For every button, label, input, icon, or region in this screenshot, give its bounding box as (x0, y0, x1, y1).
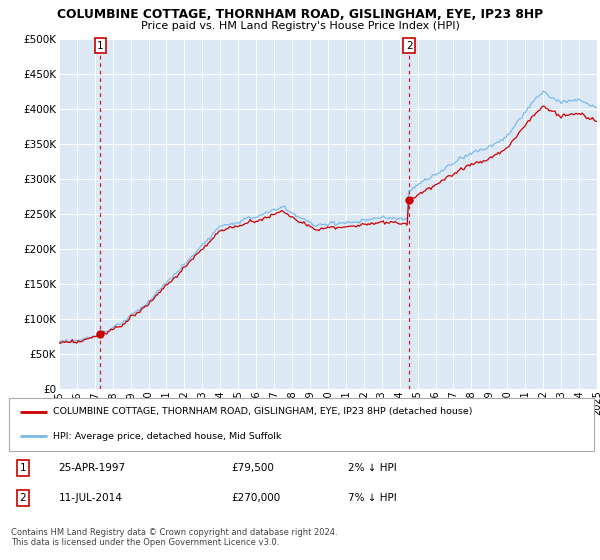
Text: 7% ↓ HPI: 7% ↓ HPI (348, 493, 397, 503)
Text: 11-JUL-2014: 11-JUL-2014 (59, 493, 122, 503)
Text: Price paid vs. HM Land Registry's House Price Index (HPI): Price paid vs. HM Land Registry's House … (140, 21, 460, 31)
Text: 1: 1 (97, 41, 104, 50)
Text: 2% ↓ HPI: 2% ↓ HPI (348, 463, 397, 473)
Text: COLUMBINE COTTAGE, THORNHAM ROAD, GISLINGHAM, EYE, IP23 8HP (detached house): COLUMBINE COTTAGE, THORNHAM ROAD, GISLIN… (53, 408, 472, 417)
Text: 1: 1 (20, 463, 26, 473)
Text: £270,000: £270,000 (232, 493, 281, 503)
Text: HPI: Average price, detached house, Mid Suffolk: HPI: Average price, detached house, Mid … (53, 432, 281, 441)
Text: 2: 2 (20, 493, 26, 503)
Text: COLUMBINE COTTAGE, THORNHAM ROAD, GISLINGHAM, EYE, IP23 8HP: COLUMBINE COTTAGE, THORNHAM ROAD, GISLIN… (57, 8, 543, 21)
Text: 25-APR-1997: 25-APR-1997 (59, 463, 126, 473)
Text: Contains HM Land Registry data © Crown copyright and database right 2024.
This d: Contains HM Land Registry data © Crown c… (11, 528, 337, 548)
Text: 2: 2 (406, 41, 412, 50)
Text: £79,500: £79,500 (232, 463, 274, 473)
